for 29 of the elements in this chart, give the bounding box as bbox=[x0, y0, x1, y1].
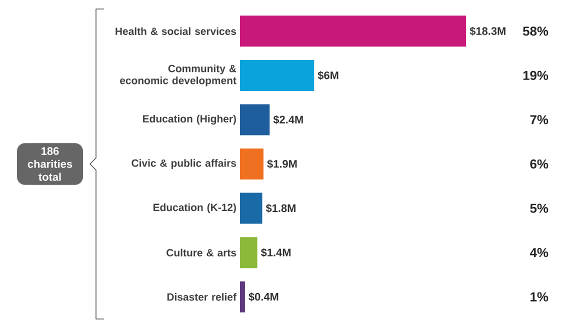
text: 19% bbox=[523, 70, 548, 80]
data-label: $18.3M bbox=[470, 26, 506, 36]
y-tick-label: Health & social services bbox=[116, 27, 236, 35]
y-tick-label: Disaster relief bbox=[167, 293, 236, 301]
bar bbox=[240, 281, 245, 312]
y-tick-label: Education (Higher) bbox=[143, 114, 236, 125]
text: 6% bbox=[530, 159, 548, 169]
data-label: $0.4M bbox=[248, 292, 278, 302]
y-tick-label: Community & economic development bbox=[120, 64, 236, 86]
text: 4% bbox=[530, 248, 548, 258]
text: 7% bbox=[530, 115, 548, 124]
text: 1% bbox=[530, 292, 548, 302]
y-tick-label: Culture & arts bbox=[166, 248, 236, 256]
bar bbox=[240, 148, 264, 180]
data-label: $1.8M bbox=[266, 204, 296, 213]
bar bbox=[240, 60, 314, 91]
data-label: $1.9M bbox=[267, 160, 297, 168]
text: 186 charities total bbox=[28, 147, 72, 181]
data-label: $1.4M bbox=[260, 248, 291, 258]
data-label: $6M bbox=[318, 70, 338, 80]
bar bbox=[240, 16, 466, 47]
bar bbox=[240, 192, 262, 224]
bar bbox=[240, 237, 258, 268]
text: 58% bbox=[522, 26, 548, 36]
text: 5% bbox=[530, 204, 548, 213]
y-tick-label: Education (K-12) bbox=[153, 203, 236, 214]
data-label: $2.4M bbox=[273, 115, 303, 124]
y-tick-label: Civic & public affairs bbox=[132, 159, 236, 169]
bar bbox=[240, 104, 270, 136]
